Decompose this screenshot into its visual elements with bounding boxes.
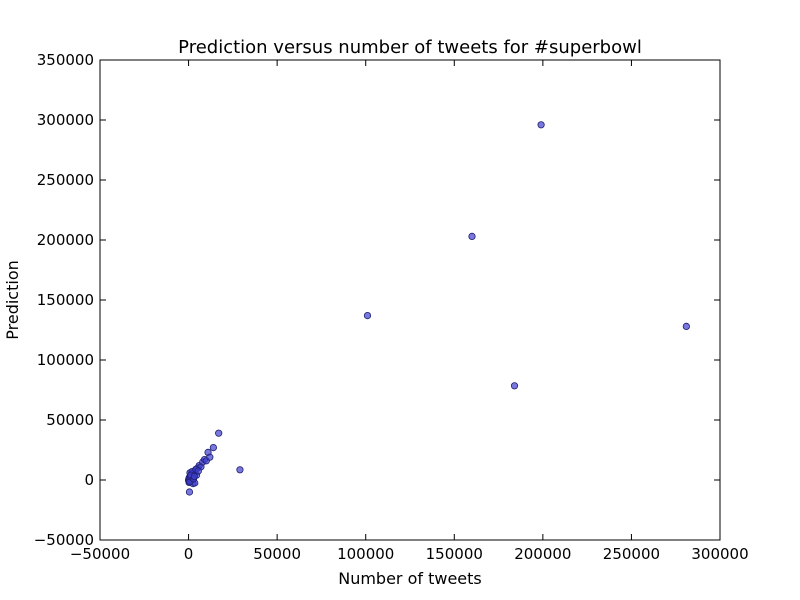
y-tick-label: 350000 xyxy=(37,51,94,69)
x-tick-label: 50000 xyxy=(253,545,301,563)
data-point xyxy=(209,443,217,452)
x-tick-label: −50000 xyxy=(70,545,130,563)
x-tick-label: 0 xyxy=(184,545,194,563)
x-tick-label: 150000 xyxy=(426,545,483,563)
data-point xyxy=(363,311,372,320)
y-tick-label: 50000 xyxy=(46,411,94,429)
data-point xyxy=(682,322,690,330)
x-tick-label: 300000 xyxy=(691,545,748,563)
plot-frame xyxy=(99,59,721,541)
y-tick-label: 200000 xyxy=(37,231,94,249)
data-point xyxy=(510,382,519,390)
x-tick-label: 100000 xyxy=(337,545,394,563)
y-tick-label: −50000 xyxy=(34,531,94,549)
x-tick-label: 200000 xyxy=(514,545,571,563)
y-tick-label: 150000 xyxy=(37,291,94,309)
data-point xyxy=(185,488,194,496)
axis-ticks: −50000 0 50000 100000 150000 200000 250000 3000… xyxy=(34,51,749,563)
y-tick-label: 300000 xyxy=(37,111,94,129)
data-point xyxy=(537,121,545,129)
chart-title: Prediction versus number of tweets for #… xyxy=(178,37,642,58)
y-axis-label: Prediction xyxy=(3,260,22,339)
data-point xyxy=(468,232,476,240)
data-point xyxy=(236,466,244,474)
y-tick-label: 0 xyxy=(84,471,94,489)
data-point xyxy=(194,467,202,475)
x-axis-label: Number of tweets xyxy=(338,569,482,588)
y-tick-label: 100000 xyxy=(37,351,94,369)
y-tick-label: 250000 xyxy=(37,171,94,189)
data-point xyxy=(190,472,198,480)
x-tick-label: 250000 xyxy=(603,545,660,563)
data-point xyxy=(215,429,223,437)
data-point xyxy=(206,453,214,461)
data-points xyxy=(184,121,690,496)
